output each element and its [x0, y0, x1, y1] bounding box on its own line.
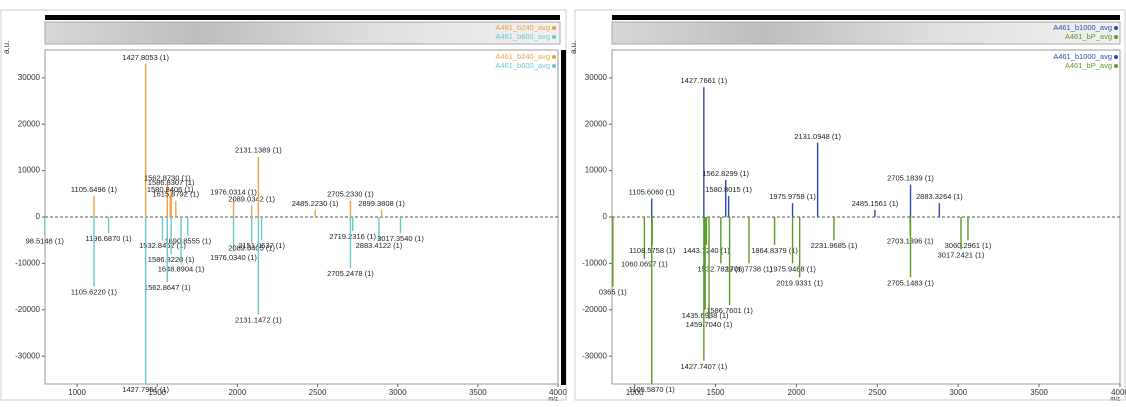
overview-bar: [45, 15, 560, 20]
plot-legend-marker: [1114, 64, 1118, 68]
screen: a.u.m/z-30000-20000-10000010000200003000…: [0, 0, 1126, 402]
y-tick-label: -20000: [15, 305, 40, 314]
peak-label: 1105.6220 (1): [71, 288, 118, 297]
y-tick-label: 30000: [585, 73, 608, 82]
peak-label: 2131.1389 (1): [235, 146, 282, 155]
strip-legend-entry: A461_bP_avg: [1065, 32, 1112, 41]
x-tick-label: 3000: [389, 388, 407, 397]
x-axis-label: m/z: [1110, 397, 1120, 402]
peak-label: 1105.5870 (1): [629, 385, 676, 394]
overview-bar: [612, 15, 1120, 20]
x-tick-label: 2500: [309, 388, 327, 397]
strip-legend-marker: [1114, 35, 1118, 39]
peak-label: 1105.6496 (1): [71, 185, 118, 194]
peak-label: 1060.0697 (1): [621, 260, 668, 269]
y-axis-label: a.u.: [569, 41, 578, 54]
peak-label: 0365 (1): [599, 288, 627, 297]
peak-label: 2719.2316 (1): [329, 232, 376, 241]
y-tick-label: 0: [36, 212, 41, 221]
y-tick-label: -10000: [15, 258, 40, 267]
peak-label: 1975.9758 (1): [769, 192, 816, 201]
peak-label: 2705.1483 (1): [887, 278, 934, 287]
y-tick-label: -10000: [582, 258, 607, 267]
strip-legend-entry: A461_b1000_avg: [1053, 23, 1112, 32]
y-tick-label: 10000: [18, 166, 41, 175]
peak-label: 1648.8904 (1): [158, 264, 205, 273]
peak-label: 1562.8647 (1): [144, 283, 191, 292]
strip-legend-marker: [552, 26, 556, 30]
plot-legend-entry: A461_b240_avg: [495, 52, 550, 61]
y-tick-label: -30000: [15, 351, 40, 360]
y-tick-label: -20000: [582, 305, 607, 314]
peak-label: 1706.7738 (1): [726, 264, 773, 273]
x-tick-label: 3500: [469, 388, 487, 397]
peak-label: 1975.9488 (1): [769, 264, 816, 273]
peak-label: 2151.0637 (1): [238, 241, 285, 250]
peak-label: 1586.8220 (1): [148, 255, 195, 264]
plot-legend-entry: A461_b1000_avg: [1053, 52, 1112, 61]
strip-legend-entry: A461_b600_avg: [495, 32, 550, 41]
x-tick-label: 3500: [1030, 388, 1048, 397]
peak-label: 2019.9331 (1): [776, 278, 823, 287]
peak-label: 98.5148 (1): [26, 237, 65, 246]
peak-label: 3060.2961 (1): [945, 241, 992, 250]
plot-legend-entry: A461_bP_avg: [1065, 61, 1112, 70]
plot-legend-marker: [1114, 55, 1118, 59]
peak-label: 2705.2478 (1): [327, 269, 374, 278]
plot-legend-entry: A461_b600_avg: [495, 61, 550, 70]
peak-label: 3017.3540 (1): [377, 234, 424, 243]
peak-label: 1427.8053 (1): [122, 53, 169, 62]
strip-legend-marker: [552, 35, 556, 39]
x-tick-label: 4000: [549, 388, 567, 397]
x-tick-label: 2000: [788, 388, 806, 397]
y-tick-label: 10000: [585, 166, 608, 175]
peak-label: 2131.0948 (1): [794, 132, 841, 141]
y-axis-label: a.u.: [2, 41, 11, 54]
peak-label: 2485.2230 (1): [292, 199, 339, 208]
x-tick-label: 2000: [228, 388, 246, 397]
plot-legend-marker: [552, 55, 556, 59]
x-tick-label: 3000: [949, 388, 967, 397]
y-tick-label: -30000: [582, 351, 607, 360]
peak-label: 3017.2421 (1): [938, 250, 985, 259]
x-tick-label: 4000: [1111, 388, 1126, 397]
peak-label: 1435.6938 (1): [682, 311, 729, 320]
peak-label: 1443.7240 (1): [683, 246, 730, 255]
peak-label: 2131.1472 (1): [235, 315, 282, 324]
plot-legend-marker: [552, 64, 556, 68]
peak-label: 2231.9685 (1): [811, 241, 858, 250]
overview-strip: [45, 22, 560, 44]
y-tick-label: 20000: [585, 119, 608, 128]
x-axis-label: m/z: [548, 397, 558, 402]
peak-label: 2089.0342 (1): [228, 194, 275, 203]
x-tick-label: 1500: [707, 388, 725, 397]
peak-label: 1864.8379 (1): [751, 246, 798, 255]
peak-label: 1427.7661 (1): [681, 76, 728, 85]
peak-label: 1427.7951 (1): [122, 385, 169, 394]
strip-legend-marker: [1114, 26, 1118, 30]
peak-label: 1427.7407 (1): [680, 362, 727, 371]
page: {"chart_data": [ {"type": "mirror_spectr…: [0, 0, 1126, 402]
y-tick-label: 30000: [18, 73, 41, 82]
peak-label: 2705.1839 (1): [887, 174, 934, 183]
peak-label: 1615.8792 (1): [152, 190, 199, 199]
peak-label: 2705.2330 (1): [327, 190, 374, 199]
peak-label: 1976.0340 (1): [210, 253, 257, 262]
peak-label: 1108.5758 (1): [629, 246, 676, 255]
peak-label: 2883.3264 (1): [916, 192, 963, 201]
peak-label: 1580.8015 (1): [705, 185, 752, 194]
x-tick-label: 1000: [68, 388, 86, 397]
strip-legend-entry: A461_b240_avg: [495, 23, 550, 32]
y-tick-label: 0: [603, 212, 608, 221]
peak-label: 2485.1561 (1): [852, 199, 899, 208]
peak-label: 1196.6870 (1): [86, 234, 133, 243]
peak-label: 1562.8299 (1): [702, 169, 749, 178]
peak-label: 1105.6060 (1): [629, 187, 676, 196]
overview-strip: [612, 22, 1120, 44]
y-tick-label: 20000: [18, 119, 41, 128]
peak-label: 2899.3808 (1): [358, 199, 405, 208]
x-tick-label: 2500: [868, 388, 886, 397]
peak-label: 1459.7040 (1): [686, 320, 733, 329]
scrollbar[interactable]: [561, 50, 566, 385]
